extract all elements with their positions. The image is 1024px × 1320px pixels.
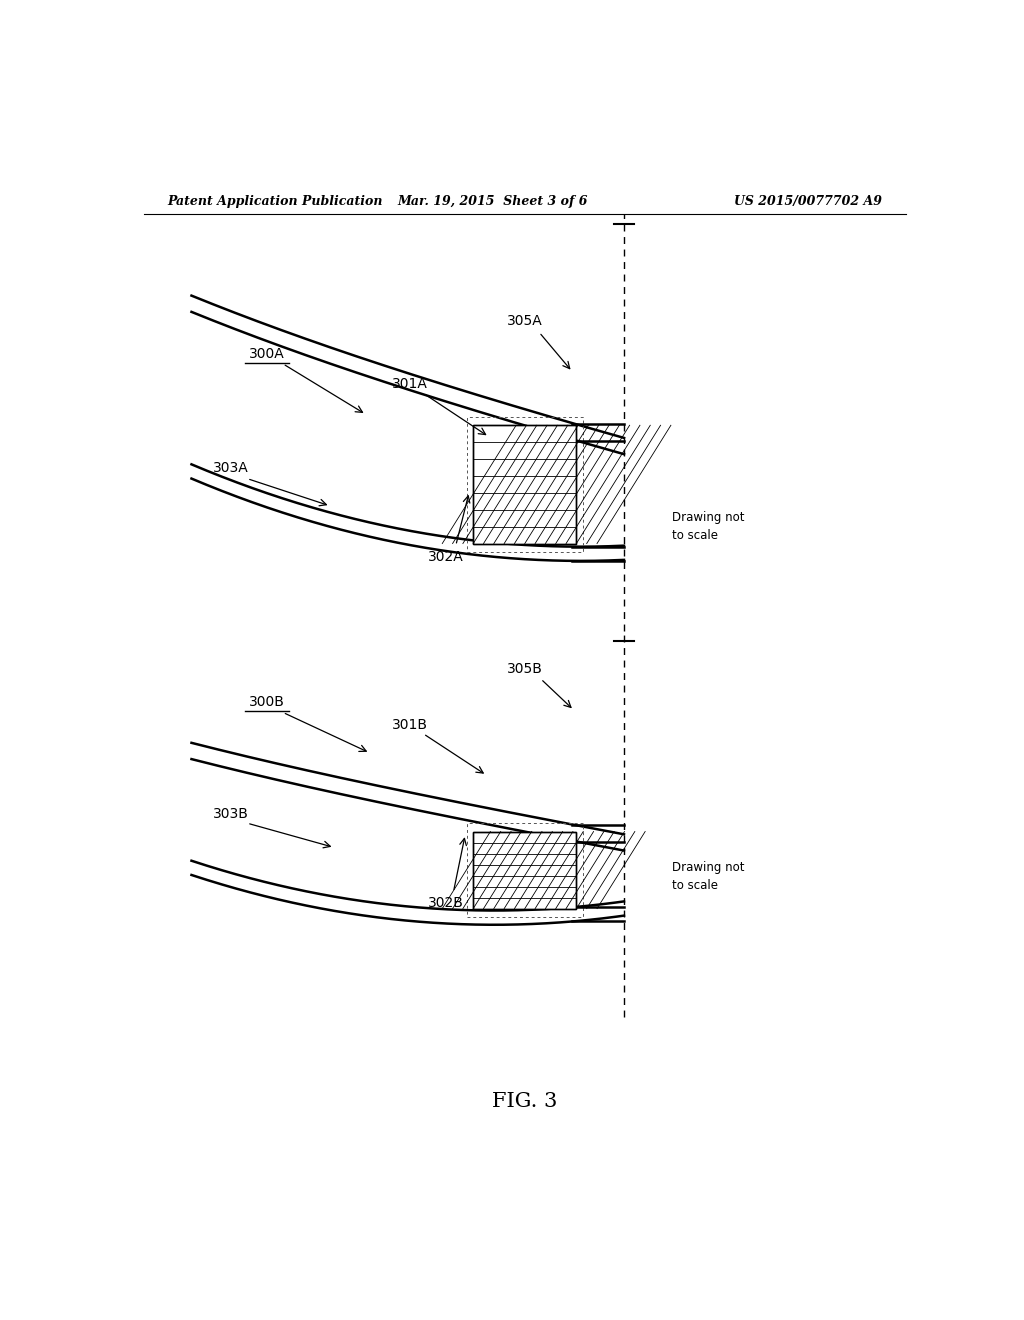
Text: 305B: 305B bbox=[507, 661, 543, 676]
Bar bbox=[467, 824, 583, 916]
Text: 303A: 303A bbox=[213, 462, 249, 475]
Text: FIG. 3: FIG. 3 bbox=[493, 1092, 557, 1111]
Text: 303B: 303B bbox=[213, 807, 249, 821]
Text: 302B: 302B bbox=[427, 896, 464, 911]
Text: 302A: 302A bbox=[428, 550, 463, 564]
Text: 300A: 300A bbox=[249, 347, 285, 360]
Bar bbox=[473, 425, 577, 544]
Bar bbox=[473, 425, 577, 544]
Bar bbox=[467, 417, 583, 552]
Text: US 2015/0077702 A9: US 2015/0077702 A9 bbox=[734, 194, 882, 207]
Text: Drawing not
to scale: Drawing not to scale bbox=[672, 511, 744, 541]
Bar bbox=[473, 832, 577, 908]
Bar bbox=[473, 832, 577, 908]
Text: 305A: 305A bbox=[507, 314, 543, 329]
Text: 300B: 300B bbox=[249, 696, 285, 709]
Text: Mar. 19, 2015  Sheet 3 of 6: Mar. 19, 2015 Sheet 3 of 6 bbox=[397, 194, 589, 207]
Text: 301B: 301B bbox=[392, 718, 428, 731]
Text: Drawing not
to scale: Drawing not to scale bbox=[672, 862, 744, 892]
Text: Patent Application Publication: Patent Application Publication bbox=[168, 194, 383, 207]
Text: 301A: 301A bbox=[392, 378, 428, 391]
